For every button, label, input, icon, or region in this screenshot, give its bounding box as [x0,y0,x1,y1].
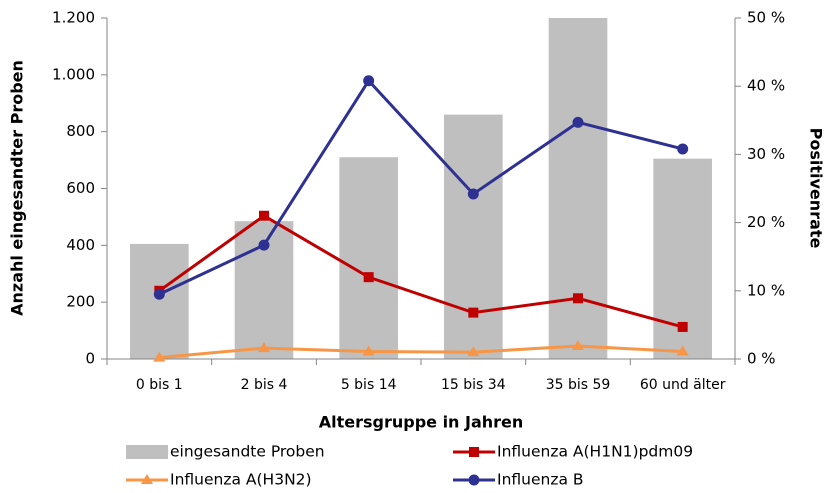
line-marker [677,143,689,155]
line [158,78,684,296]
y-tick-label: 600 [66,179,95,197]
line-marker [467,346,480,357]
line [159,344,683,360]
x-axis-title: Altersgruppe in Jahren [319,413,524,432]
y2-tick-label: 20 % [747,213,785,231]
legend-marker [468,474,480,486]
line-marker [258,239,270,251]
legend-label: Influenza B [497,471,584,489]
y2-axis-title: Positivenrate [807,128,826,249]
y2-tick-label: 0 % [747,350,776,368]
y-tick-label: 1.200 [52,9,95,27]
y2-tick-label: 40 % [747,77,785,95]
line-marker [676,345,689,356]
legend-label: Influenza A(H3N2) [170,471,312,489]
line-marker [363,75,375,87]
bar [130,243,189,359]
line-marker [153,351,166,362]
line-marker [362,345,375,356]
line [158,213,684,329]
line-marker [363,272,374,283]
line-marker [258,342,270,353]
legend-marker [141,474,153,484]
line-marker [467,188,479,200]
x-tick-label: 0 bis 1 [136,377,183,393]
line-marker [677,321,688,332]
bar [548,18,608,359]
y-tick-label: 400 [66,236,95,254]
line-marker [572,340,584,351]
line-marker [573,293,583,304]
x-tick-label: 60 und älter [640,377,726,393]
y2-tick-label: 50 % [747,9,785,27]
legend-marker [469,447,479,457]
y-tick-label: 200 [66,293,95,311]
y-tick-label: 800 [66,122,95,140]
line-marker [153,288,165,300]
y2-tick-label: 10 % [747,281,785,299]
y-tick-label: 0 [85,350,95,368]
y-axis-title: Anzahl eingesandter Proben [8,60,27,316]
x-tick-label: 15 bis 34 [441,377,506,393]
x-tick-label: 2 bis 4 [241,377,288,393]
x-tick-label: 5 bis 14 [341,377,397,393]
line-marker [259,210,269,221]
legend-swatch [126,445,168,459]
legend-label: eingesandte Proben [170,443,325,461]
line-marker [572,116,584,128]
x-tick-label: 35 bis 59 [546,377,611,393]
line-marker [468,307,479,318]
y2-tick-label: 30 % [747,145,785,163]
y-tick-label: 1.000 [52,65,95,83]
legend-label: Influenza A(H1N1)pdm09 [497,443,693,461]
bar [339,157,398,359]
bar [444,114,503,359]
